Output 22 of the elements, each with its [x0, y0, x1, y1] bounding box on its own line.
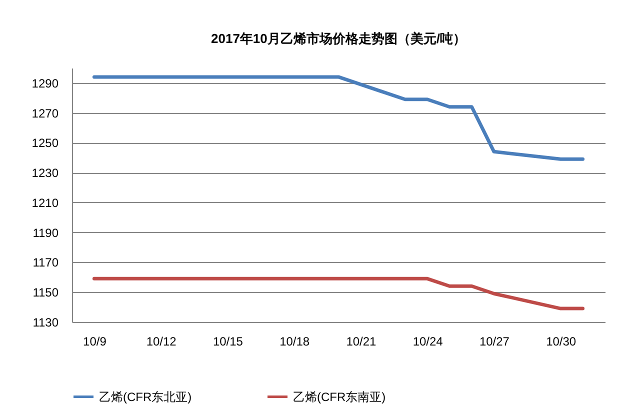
x-tick-label: 10/9: [83, 334, 107, 348]
line-series: [92, 75, 585, 161]
y-tick-label: 1130: [32, 316, 59, 330]
x-tick-label: 10/24: [412, 334, 444, 348]
y-tick-label: 1270: [32, 106, 59, 120]
y-tick-label: 1290: [32, 76, 59, 90]
x-tick-label: 10/21: [346, 334, 377, 348]
y-tick-label: 1230: [32, 166, 59, 180]
x-tick-label: 10/12: [146, 334, 177, 348]
legend-label: 乙烯(CFR东南亚): [293, 390, 386, 404]
y-tick-label: 1150: [32, 286, 59, 300]
legend-label: 乙烯(CFR东北亚): [99, 390, 192, 404]
x-tick-label: 10/27: [479, 334, 510, 348]
y-tick-label: 1250: [32, 136, 59, 150]
x-tick-label: 10/15: [212, 334, 244, 348]
y-tick-label: 1210: [32, 196, 59, 210]
y-tick-label: 1170: [32, 256, 59, 270]
chart-title: 2017年10月乙烯市场价格走势图（美元/吨）: [211, 31, 466, 46]
x-tick-label: 10/18: [280, 334, 310, 348]
line-series: [92, 276, 585, 310]
x-tick-label: 10/30: [546, 334, 576, 348]
y-tick-label: 1190: [32, 226, 59, 240]
